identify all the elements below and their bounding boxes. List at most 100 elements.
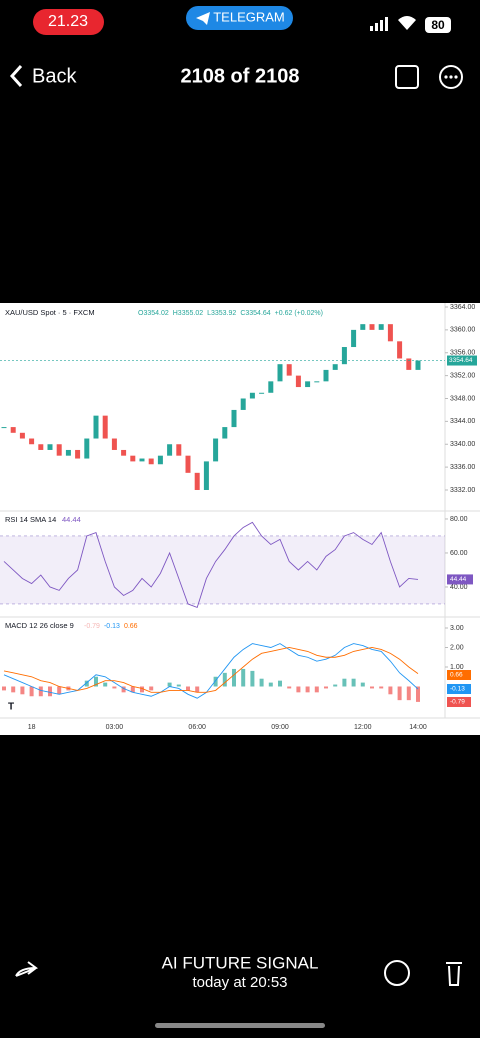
more-dots [444,75,458,79]
candle [29,438,35,445]
ohlc-value: +0.62 (+0.02%) [275,310,323,317]
macd-tag: 0.66 [450,672,463,679]
candle [295,375,301,388]
histogram-bar [416,686,420,702]
y-tick-label: 3360.00 [450,327,475,334]
y-tick-label: 3364.00 [450,304,475,311]
histogram-bar [314,686,319,693]
candle [56,444,62,456]
y-tick-label: 3356.00 [450,350,475,357]
sent-time: today at 20:53 [192,974,287,991]
histogram-bar [2,686,6,691]
candle [176,444,182,456]
x-tick-label: 12:00 [354,724,372,731]
edit-icon[interactable] [384,960,410,986]
candle [194,472,200,490]
macd-tag-bg [447,684,471,694]
y-tick-label: 3336.00 [450,464,475,471]
y-tick-label: 3352.00 [450,372,475,379]
back-icon[interactable] [9,64,23,88]
histogram-bar [287,686,292,689]
candle [93,415,99,439]
y-tick-label: 3344.00 [450,418,475,425]
candle [341,347,347,365]
candle [47,444,53,450]
histogram-bar [176,684,181,687]
y-tick-label: 1.00 [450,664,464,671]
y-tick-label: 40.00 [450,584,468,591]
histogram-bar [259,678,264,687]
candle [323,369,329,382]
x-tick-label: 14:00 [409,724,427,731]
candle [360,324,366,330]
candle [397,341,403,359]
histogram-bar [112,686,117,689]
macd-tag-bg [447,670,471,680]
telegram-icon [196,12,210,25]
candle [84,438,90,459]
rsi-line [3,521,419,608]
histogram-bar [388,686,393,695]
signal-icon [370,17,388,31]
y-tick-label: 2.00 [450,644,464,651]
y-tick-label: 3340.00 [450,441,475,448]
rsi-tag: 44.44 [450,576,467,583]
macd-line [3,643,419,699]
histogram-bar [213,676,218,687]
pane-title: MACD 12 26 close 9 [5,621,74,630]
histogram-bar [241,668,246,687]
candle [203,461,209,490]
ohlc-value: O3354.02 [138,310,169,317]
ohlc-value: L3353.92 [207,310,236,317]
candle [406,358,412,370]
histogram-bar [268,682,273,687]
histogram-bar [130,686,135,693]
macd-tag-bg [447,697,471,707]
time-pill [33,9,104,35]
candle [148,458,154,465]
histogram-bar [11,686,16,693]
home-indicator [155,1023,325,1028]
histogram-bar [103,682,108,687]
histogram-bar [305,686,310,693]
y-tick-label: 3332.00 [450,487,475,494]
histogram-bar [333,684,338,687]
x-tick-label: 06:00 [188,724,206,731]
share-icon[interactable] [15,961,39,977]
histogram-bar [57,686,62,695]
candle [102,415,108,439]
histogram-bar [397,686,402,701]
more-icon[interactable] [439,65,463,89]
candle [75,449,81,459]
x-tick-label: 03:00 [106,724,124,731]
telegram-pill[interactable] [186,6,293,30]
wifi-icon [398,16,416,30]
battery-level: 80 [431,18,445,32]
price-tag: 3354.64 [449,357,473,364]
candle [268,381,274,393]
histogram-bar [84,680,89,687]
macd-value: -0.79 [84,623,100,630]
y-tick-label: 80.00 [450,516,468,523]
candle [111,438,117,450]
x-tick-label: 18 [28,724,36,731]
candle [351,329,357,348]
pane-title: RSI 14 SMA 14 [5,515,56,524]
histogram-bar [370,686,374,689]
delete-icon[interactable] [446,962,462,986]
histogram-bar [29,686,34,697]
histogram-bar [121,686,126,693]
candle [259,392,265,394]
back-button[interactable]: Back [32,65,77,87]
histogram-bar [232,668,236,687]
telegram-label[interactable]: TELEGRAM [213,9,285,24]
candle [10,427,16,433]
histogram-bar [48,686,52,697]
candle [65,449,71,456]
histogram-bar [351,678,356,687]
chart-area [0,303,480,735]
nav-title: 2108 of 2108 [181,65,300,87]
histogram-bar [342,678,347,687]
scan-icon[interactable] [395,65,419,89]
